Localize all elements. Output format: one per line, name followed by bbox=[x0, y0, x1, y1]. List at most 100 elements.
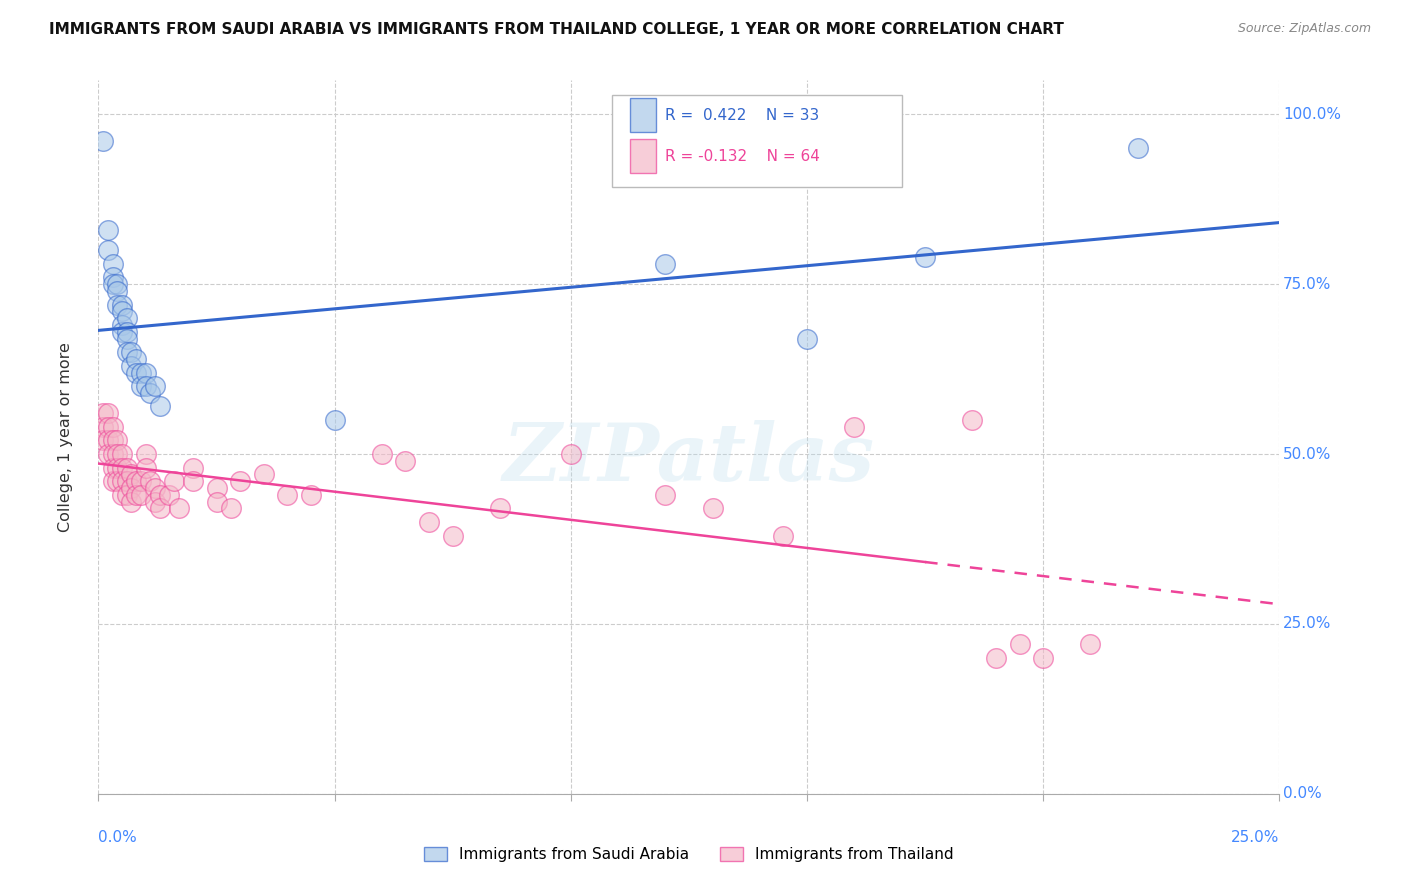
Point bbox=[129, 475, 152, 489]
Point bbox=[984, 651, 1007, 665]
Point bbox=[105, 284, 128, 298]
Point bbox=[139, 475, 162, 489]
Point bbox=[111, 460, 134, 475]
Point bbox=[101, 475, 124, 489]
Point bbox=[167, 501, 190, 516]
Point bbox=[121, 345, 143, 359]
FancyBboxPatch shape bbox=[630, 139, 655, 173]
Point bbox=[105, 277, 128, 292]
Point bbox=[105, 460, 128, 475]
Point bbox=[219, 501, 242, 516]
FancyBboxPatch shape bbox=[612, 95, 901, 187]
Text: 0.0%: 0.0% bbox=[98, 830, 138, 845]
Point bbox=[1126, 141, 1149, 155]
Point bbox=[111, 325, 134, 339]
Point bbox=[962, 413, 984, 427]
Point bbox=[111, 318, 134, 332]
Point bbox=[101, 277, 124, 292]
Point bbox=[489, 501, 512, 516]
Point bbox=[111, 488, 134, 502]
Point bbox=[115, 460, 138, 475]
Point bbox=[772, 528, 794, 542]
Point bbox=[135, 460, 157, 475]
Point bbox=[157, 488, 180, 502]
Point bbox=[181, 475, 204, 489]
Point bbox=[115, 488, 138, 502]
Point bbox=[418, 515, 440, 529]
Point bbox=[143, 481, 166, 495]
Point bbox=[149, 501, 172, 516]
Point bbox=[796, 332, 818, 346]
Point bbox=[115, 325, 138, 339]
Point bbox=[394, 454, 416, 468]
Point bbox=[253, 467, 276, 482]
Point bbox=[101, 257, 124, 271]
Point bbox=[1008, 637, 1031, 651]
Point bbox=[97, 447, 120, 461]
Point bbox=[229, 475, 252, 489]
Point bbox=[135, 447, 157, 461]
Point bbox=[91, 406, 114, 420]
Point bbox=[125, 488, 148, 502]
Text: ZIPatlas: ZIPatlas bbox=[503, 420, 875, 497]
Point bbox=[91, 420, 114, 434]
Point bbox=[323, 413, 346, 427]
Point bbox=[101, 460, 124, 475]
Point bbox=[914, 250, 936, 264]
Point bbox=[163, 475, 186, 489]
Point bbox=[101, 434, 124, 448]
Text: 75.0%: 75.0% bbox=[1284, 277, 1331, 292]
Point bbox=[560, 447, 582, 461]
Point bbox=[441, 528, 464, 542]
Point bbox=[205, 494, 228, 508]
Point bbox=[115, 475, 138, 489]
Text: 50.0%: 50.0% bbox=[1284, 447, 1331, 461]
Y-axis label: College, 1 year or more: College, 1 year or more bbox=[58, 343, 73, 532]
Point bbox=[91, 434, 114, 448]
Point bbox=[101, 420, 124, 434]
Point bbox=[149, 400, 172, 414]
Point bbox=[111, 297, 134, 311]
Point bbox=[125, 475, 148, 489]
Point bbox=[654, 257, 676, 271]
Point bbox=[97, 243, 120, 257]
Text: 25.0%: 25.0% bbox=[1284, 616, 1331, 632]
Point bbox=[97, 406, 120, 420]
Point bbox=[97, 420, 120, 434]
Point bbox=[121, 467, 143, 482]
Point bbox=[101, 447, 124, 461]
Text: R =  0.422    N = 33: R = 0.422 N = 33 bbox=[665, 108, 820, 123]
Point bbox=[125, 351, 148, 366]
Point bbox=[143, 494, 166, 508]
Point bbox=[97, 434, 120, 448]
Point bbox=[1080, 637, 1102, 651]
Point bbox=[121, 494, 143, 508]
Point bbox=[111, 304, 134, 318]
Point bbox=[276, 488, 298, 502]
Point bbox=[143, 379, 166, 393]
Point bbox=[129, 379, 152, 393]
Point bbox=[205, 481, 228, 495]
Point bbox=[299, 488, 322, 502]
Point bbox=[149, 488, 172, 502]
Point bbox=[105, 297, 128, 311]
Point bbox=[181, 460, 204, 475]
Point bbox=[105, 447, 128, 461]
FancyBboxPatch shape bbox=[630, 98, 655, 132]
Point bbox=[129, 366, 152, 380]
Text: 0.0%: 0.0% bbox=[1284, 787, 1322, 801]
Point bbox=[129, 488, 152, 502]
Point bbox=[1032, 651, 1054, 665]
Point bbox=[111, 447, 134, 461]
Legend: Immigrants from Saudi Arabia, Immigrants from Thailand: Immigrants from Saudi Arabia, Immigrants… bbox=[418, 841, 960, 868]
Point bbox=[139, 385, 162, 400]
Point bbox=[702, 501, 724, 516]
Point bbox=[125, 366, 148, 380]
Point bbox=[105, 434, 128, 448]
Point bbox=[135, 379, 157, 393]
Point bbox=[97, 223, 120, 237]
Point bbox=[121, 359, 143, 373]
Text: IMMIGRANTS FROM SAUDI ARABIA VS IMMIGRANTS FROM THAILAND COLLEGE, 1 YEAR OR MORE: IMMIGRANTS FROM SAUDI ARABIA VS IMMIGRAN… bbox=[49, 22, 1064, 37]
Text: R = -0.132    N = 64: R = -0.132 N = 64 bbox=[665, 149, 820, 164]
Point bbox=[121, 481, 143, 495]
